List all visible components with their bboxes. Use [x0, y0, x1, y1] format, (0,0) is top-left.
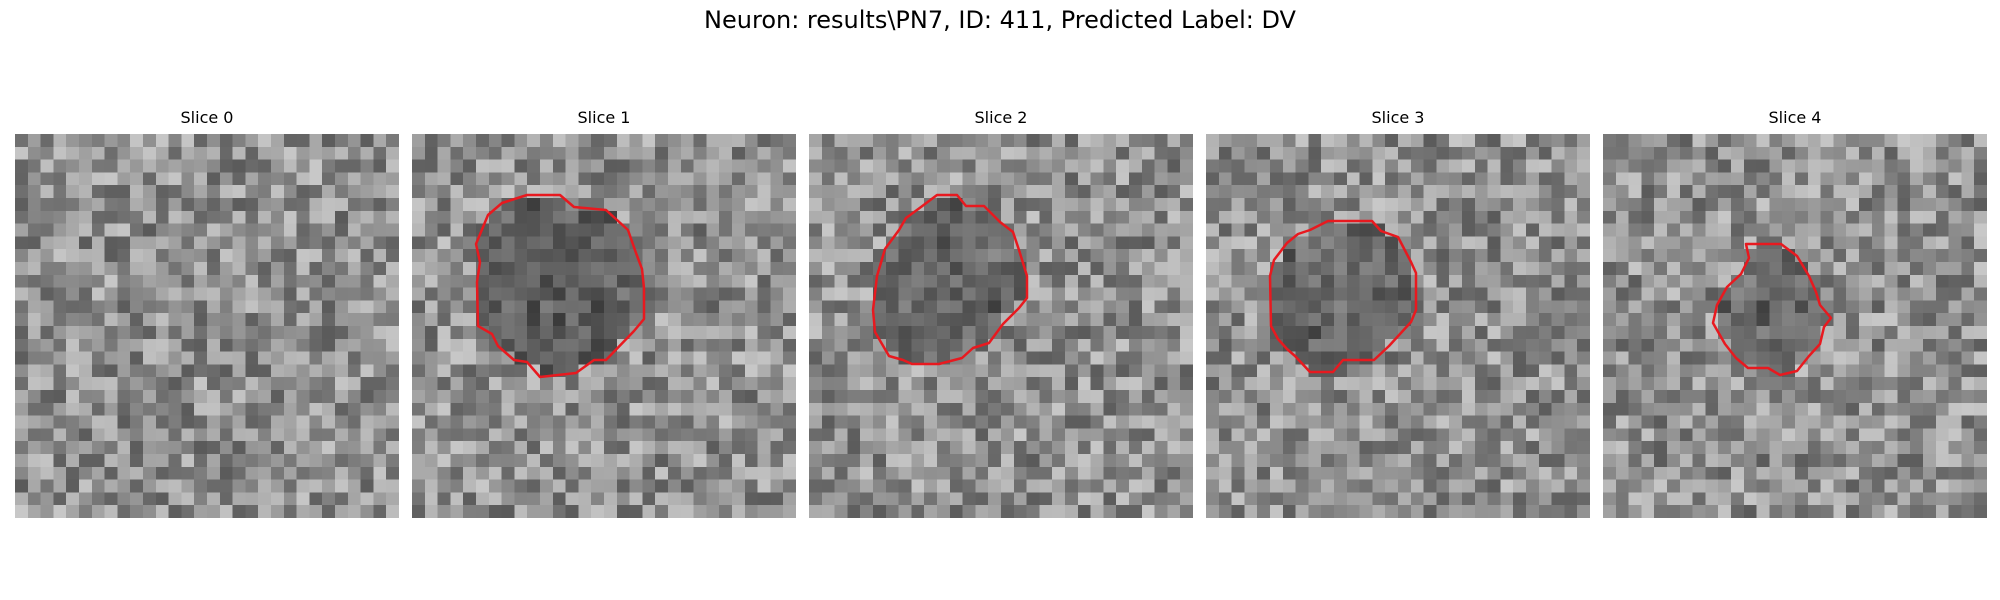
- neuron-contour: [474, 193, 646, 379]
- slice-title: Slice 4: [1768, 108, 1822, 127]
- contour-overlay: [871, 193, 1029, 366]
- slice-title: Slice 3: [1371, 108, 1425, 127]
- neuron-contour: [871, 193, 1029, 366]
- slice-image: [1603, 134, 1987, 518]
- contour-overlay: [474, 193, 646, 379]
- neuron-contour: [1711, 242, 1833, 377]
- contour-overlay: [1711, 242, 1833, 377]
- grayscale-image: [15, 134, 399, 518]
- slice-image: [1206, 134, 1590, 518]
- neuron-contour: [1268, 219, 1418, 374]
- slice-image: [412, 134, 796, 518]
- slice-title: Slice 0: [180, 108, 234, 127]
- slice-image: [809, 134, 1193, 518]
- contour-overlay: [1268, 219, 1418, 374]
- grayscale-image: [412, 134, 796, 518]
- slice-image: [15, 134, 399, 518]
- figure-title: Neuron: results\PN7, ID: 411, Predicted …: [704, 6, 1296, 34]
- grayscale-image: [1603, 134, 1987, 518]
- slice-title: Slice 1: [577, 108, 631, 127]
- slice-title: Slice 2: [974, 108, 1028, 127]
